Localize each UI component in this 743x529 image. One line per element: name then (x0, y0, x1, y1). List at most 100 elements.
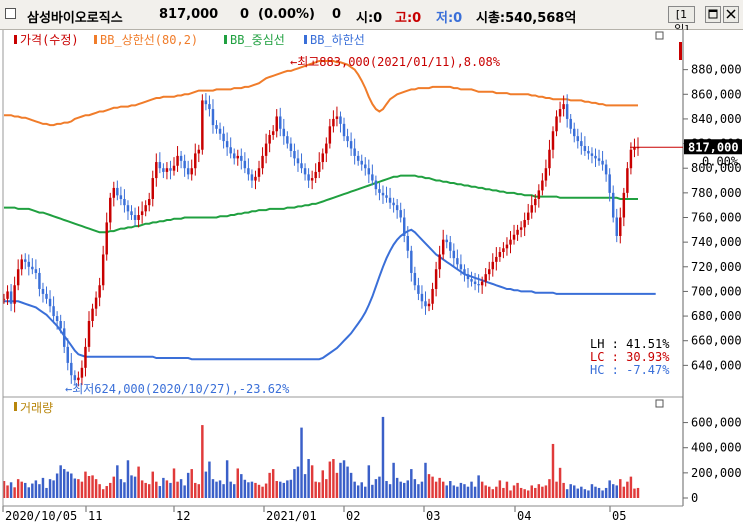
maximize-button[interactable] (705, 6, 721, 23)
volume-legend-label: 거래량 (20, 401, 53, 415)
volume-bar (410, 469, 413, 498)
volume-bar (215, 481, 218, 498)
volume-bar (176, 481, 179, 498)
candle-body (45, 293, 48, 299)
volume-bar (608, 480, 611, 498)
volume-bar (512, 485, 516, 498)
candle-body (332, 118, 335, 127)
candle-body (360, 160, 363, 165)
candle-body (466, 274, 470, 280)
volume-bar (87, 476, 91, 498)
volume-bar (41, 477, 45, 498)
volume-bar (519, 487, 523, 498)
candle-body (611, 192, 615, 218)
volume-bar (636, 487, 640, 498)
volume-panel-collapse-icon[interactable] (655, 399, 664, 408)
candle-body (562, 104, 565, 110)
volume-bar (98, 484, 101, 498)
candle-body (162, 168, 165, 172)
volume-bar (169, 482, 172, 498)
volume-bar (268, 472, 271, 498)
period-button[interactable]: [1일] (668, 6, 695, 36)
volume-bar (491, 489, 495, 498)
volume-bar (484, 485, 487, 498)
close-button[interactable] (723, 6, 739, 23)
candle-body (151, 178, 154, 200)
legend-label: BB_상한선(80,2) (100, 33, 198, 47)
volume-bar (45, 487, 48, 498)
candle-body (6, 291, 9, 299)
volume-bar (38, 484, 41, 498)
candle-body (534, 199, 537, 206)
candle-body (622, 192, 626, 218)
volume-bar (349, 472, 353, 498)
volume-bar (204, 471, 208, 498)
candle-body (261, 155, 264, 169)
volume-bar (275, 481, 278, 498)
volume-bar (222, 484, 225, 498)
candle-body (211, 109, 215, 126)
volume-bar (66, 471, 69, 498)
volume-bar (587, 490, 590, 498)
volume-bar (488, 486, 491, 498)
candle-body (73, 375, 77, 381)
volume-bar (498, 480, 502, 498)
volume-bar (629, 476, 633, 498)
volume-bar (289, 479, 293, 498)
candle-body (590, 153, 594, 156)
candle-body (48, 298, 52, 307)
volume-bar (420, 481, 424, 498)
candle-body (512, 234, 516, 240)
candle-body (204, 100, 208, 105)
volume-bar (310, 465, 314, 498)
change-percent: (0.00%) (258, 7, 315, 22)
candle-body (109, 197, 112, 223)
candle-body (604, 164, 608, 175)
candle-body (275, 116, 278, 132)
candle-body (502, 248, 505, 252)
candle-body (388, 197, 392, 203)
price-tick-label: 780,000 (691, 186, 742, 200)
volume-bar (80, 481, 84, 498)
volume-bar (604, 487, 608, 498)
candle-body (576, 136, 580, 142)
candle-body (268, 134, 271, 144)
candle-body (101, 254, 105, 286)
candle-body (597, 158, 601, 161)
volume-bar (633, 488, 636, 498)
volume-bar (211, 479, 215, 498)
volume-bar (537, 484, 541, 498)
x-tick-label: 05 (612, 509, 626, 523)
volume-bar (619, 479, 622, 498)
candle-body (201, 100, 204, 150)
volume-bar (381, 416, 385, 498)
candle-body (573, 128, 576, 137)
volume-bar (360, 482, 363, 498)
candle-body (13, 285, 16, 304)
high-annotation: ←최고883,000(2021/01/11),8.08% (290, 55, 501, 69)
volume-bar (544, 485, 548, 498)
volume-bar (126, 460, 130, 498)
candle-body (310, 178, 314, 181)
legend-label: BB_하한선 (310, 33, 365, 47)
current-price-tag (684, 139, 742, 155)
candle-body (385, 195, 388, 198)
price-panel-collapse-icon[interactable] (655, 31, 664, 40)
candle-body (420, 293, 424, 302)
volume-bar (282, 482, 286, 498)
candle-body (172, 165, 176, 171)
volume-bar (162, 477, 165, 498)
candle-body (87, 321, 91, 347)
volume-bar (505, 481, 509, 498)
bb-lower-line (4, 228, 656, 361)
volume-bar (20, 481, 23, 498)
volume-bar (477, 475, 480, 498)
volume-bar (2, 481, 6, 498)
candle-body (325, 143, 328, 154)
volume-bar (463, 484, 466, 498)
x-tick-label: 12 (176, 509, 190, 523)
candle-body (452, 250, 456, 259)
volume-bar (183, 485, 186, 498)
price-tick-label: 740,000 (691, 235, 742, 249)
volume-bar (565, 489, 569, 498)
